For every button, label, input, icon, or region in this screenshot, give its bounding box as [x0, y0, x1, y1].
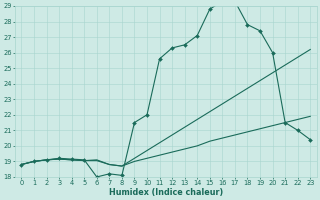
X-axis label: Humidex (Indice chaleur): Humidex (Indice chaleur): [109, 188, 223, 197]
